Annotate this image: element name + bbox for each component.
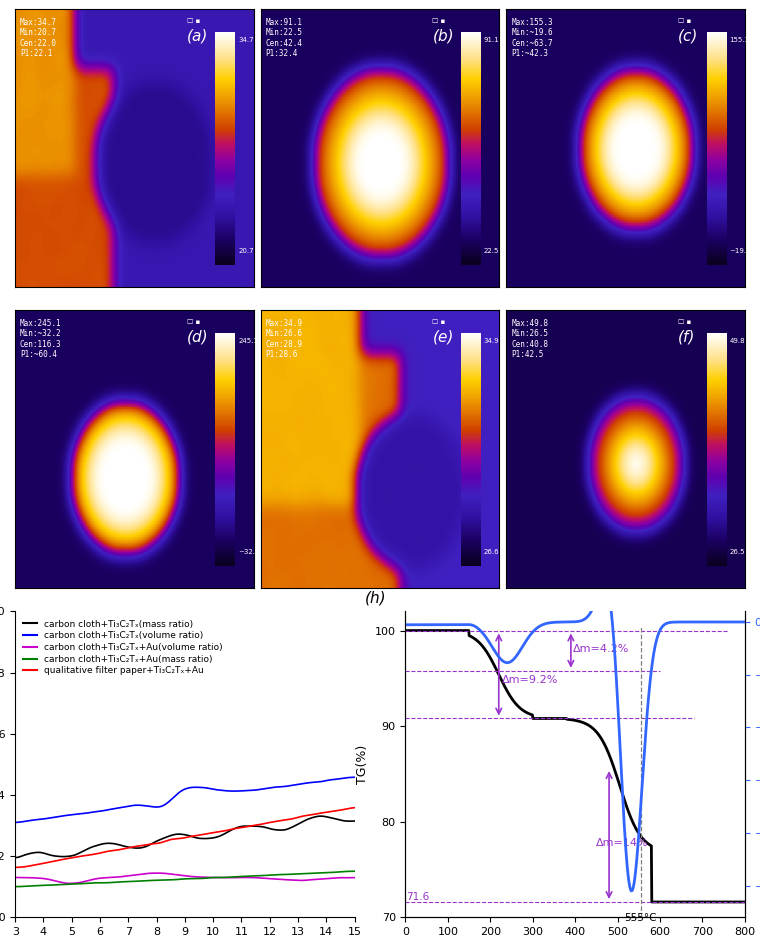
Text: 20.7: 20.7 — [238, 248, 254, 254]
Text: ☐ ▪: ☐ ▪ — [187, 18, 200, 23]
Text: 155.3: 155.3 — [730, 37, 749, 43]
Text: 34.7: 34.7 — [238, 37, 254, 43]
Text: (d): (d) — [187, 329, 208, 344]
Text: (b): (b) — [432, 29, 454, 44]
Text: 245.1: 245.1 — [238, 338, 258, 344]
Text: 26.6: 26.6 — [483, 549, 499, 555]
Text: (a): (a) — [187, 29, 208, 44]
Text: Max:155.3
Min:~19.6
Cen:~63.7
P1:~42.3: Max:155.3 Min:~19.6 Cen:~63.7 P1:~42.3 — [511, 18, 553, 58]
Text: Max:49.8
Min:26.5
Cen:40.8
P1:42.5: Max:49.8 Min:26.5 Cen:40.8 P1:42.5 — [511, 319, 548, 358]
Text: Max:245.1
Min:~32.2
Cen:116.3
P1:~60.4: Max:245.1 Min:~32.2 Cen:116.3 P1:~60.4 — [20, 319, 62, 358]
Text: Δm=9.2%: Δm=9.2% — [502, 675, 559, 685]
Text: Δm=14%: Δm=14% — [597, 838, 649, 848]
Text: 22.5: 22.5 — [483, 248, 499, 254]
Text: ~19.6: ~19.6 — [730, 248, 751, 254]
Y-axis label: TG(%): TG(%) — [356, 745, 369, 784]
Text: Max:34.7
Min:20.7
Cen:22.0
P1:22.1: Max:34.7 Min:20.7 Cen:22.0 P1:22.1 — [20, 18, 57, 58]
Text: Max:91.1
Min:22.5
Cen:42.4
P1:32.4: Max:91.1 Min:22.5 Cen:42.4 P1:32.4 — [265, 18, 302, 58]
Text: (h): (h) — [365, 591, 386, 606]
Text: 26.5: 26.5 — [730, 549, 745, 555]
Text: 71.6: 71.6 — [407, 892, 429, 902]
Text: (c): (c) — [678, 29, 698, 44]
Text: ☐ ▪: ☐ ▪ — [187, 319, 200, 325]
Text: Δm=4.2%: Δm=4.2% — [573, 644, 629, 653]
Text: Max:34.9
Min:26.6
Cen:28.9
P1:28.6: Max:34.9 Min:26.6 Cen:28.9 P1:28.6 — [265, 319, 302, 358]
Text: (f): (f) — [678, 329, 695, 344]
Text: 91.1: 91.1 — [483, 37, 499, 43]
Text: ~32.2: ~32.2 — [238, 549, 259, 555]
Text: ☐ ▪: ☐ ▪ — [432, 18, 445, 23]
Text: 555°C: 555°C — [625, 913, 657, 923]
Legend: carbon cloth+Ti₃C₂Tₓ(mass ratio), carbon cloth+Ti₃C₂Tₓ(volume ratio), carbon clo: carbon cloth+Ti₃C₂Tₓ(mass ratio), carbon… — [20, 616, 226, 679]
Text: ☐ ▪: ☐ ▪ — [678, 319, 692, 325]
Text: 49.8: 49.8 — [730, 338, 745, 344]
Text: (e): (e) — [432, 329, 454, 344]
Text: 34.9: 34.9 — [483, 338, 499, 344]
Text: ☐ ▪: ☐ ▪ — [678, 18, 692, 23]
Text: ☐ ▪: ☐ ▪ — [432, 319, 445, 325]
